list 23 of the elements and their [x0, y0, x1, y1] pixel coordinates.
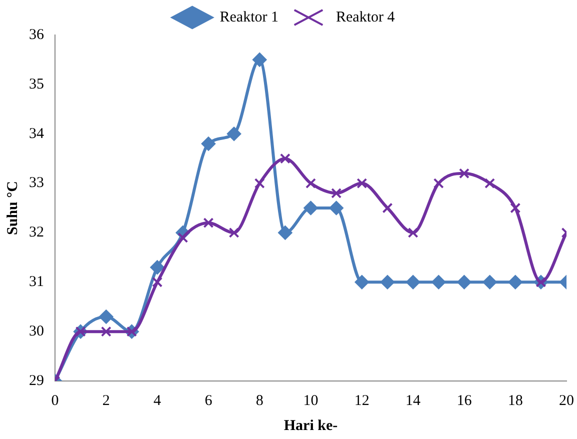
y-tick-label: 31 [29, 274, 44, 290]
y-tick-label: 32 [29, 224, 44, 241]
y-tick-label: 34 [29, 126, 44, 142]
x-tick-label: 12 [354, 392, 370, 409]
x-tick-label: 8 [256, 392, 264, 409]
x-tick-label: 16 [456, 392, 472, 409]
x-tick-label: 0 [51, 392, 59, 409]
y-tick-label: 29 [29, 372, 44, 389]
x-tick-label: 18 [508, 392, 523, 409]
legend-label: Reaktor 1 [220, 9, 278, 26]
y-tick-label: 33 [29, 175, 44, 192]
y-tick-label: 30 [29, 324, 44, 340]
x-tick-label: 6 [204, 392, 213, 409]
y-tick-label: 35 [29, 76, 44, 92]
x-tick-label: 10 [303, 392, 318, 409]
x-tick-label: 14 [406, 392, 422, 409]
x-axis-title: Hari ke- [284, 418, 338, 434]
x-tick-label: 4 [154, 392, 162, 409]
y-tick-label: 36 [29, 26, 44, 43]
x-tick-label: 2 [102, 392, 110, 409]
y-axis-title: Suhu °C [4, 181, 21, 235]
x-tick-label: 20 [559, 392, 574, 409]
legend-label: Reaktor 4 [336, 9, 396, 26]
